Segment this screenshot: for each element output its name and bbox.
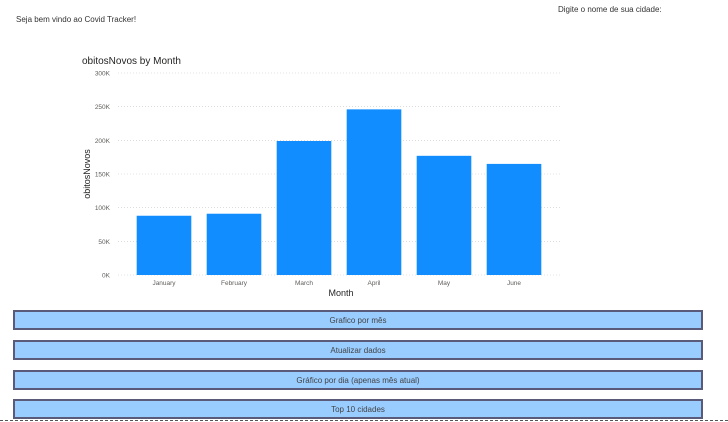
bar-march — [276, 141, 332, 275]
deaths-by-month-chart: obitosNovos by Month 0K 50K 100K 150K 200K 25… — [82, 56, 560, 298]
y-tick-label: 100K — [95, 205, 111, 212]
chart-bars — [136, 109, 542, 275]
bar-january — [136, 215, 192, 275]
x-axis-ticks: January February March April May June — [152, 280, 521, 287]
y-tick-label: 150K — [95, 172, 111, 179]
x-axis-label: Month — [328, 288, 353, 298]
y-tick-label: 0K — [102, 273, 111, 280]
x-tick-label: April — [367, 280, 381, 287]
bar-april — [346, 109, 402, 275]
top-10-cities-button[interactable]: Top 10 cidades — [13, 399, 703, 419]
y-tick-label: 300K — [95, 71, 111, 78]
welcome-text: Seja bem vindo ao Covid Tracker! — [16, 15, 137, 24]
page-bottom-divider — [0, 420, 728, 421]
bar-february — [206, 213, 262, 275]
x-tick-label: March — [295, 280, 313, 287]
x-tick-label: May — [438, 280, 451, 287]
city-input-label: Digite o nome de sua cidade: — [558, 5, 662, 14]
y-axis-label: obitosNovos — [82, 149, 92, 199]
bar-may — [416, 155, 472, 275]
y-tick-label: 250K — [95, 104, 111, 111]
bar-june — [486, 163, 542, 275]
update-data-button[interactable]: Atualizar dados — [13, 340, 703, 360]
daily-chart-button[interactable]: Gráfico por dia (apenas mês atual) — [13, 370, 703, 390]
monthly-chart-button[interactable]: Grafico por mês — [13, 310, 703, 330]
y-tick-label: 50K — [98, 239, 110, 246]
chart-title: obitosNovos by Month — [82, 56, 181, 67]
x-tick-label: January — [152, 280, 176, 287]
x-tick-label: February — [221, 280, 248, 287]
x-tick-label: June — [507, 280, 521, 287]
y-axis-ticks: 0K 50K 100K 150K 200K 250K 300K — [95, 71, 111, 280]
y-tick-label: 200K — [95, 138, 111, 145]
